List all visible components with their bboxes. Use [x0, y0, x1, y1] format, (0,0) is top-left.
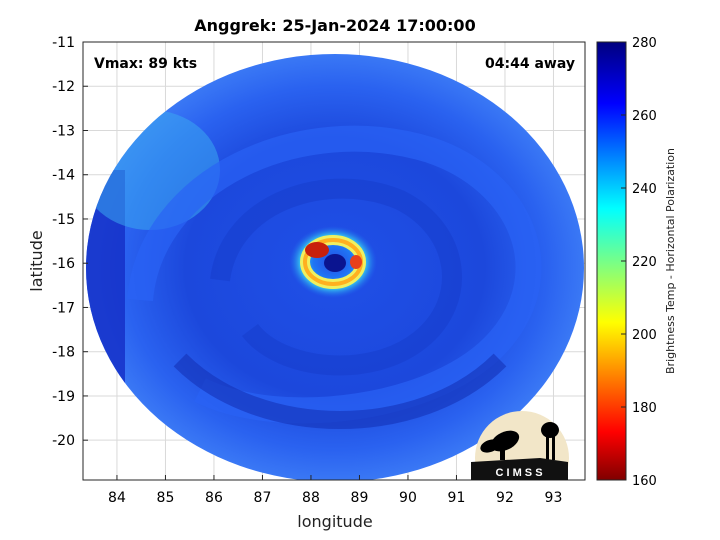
eyewall-hot-spot: [305, 242, 329, 258]
colorbar-ticks: 160 180 200 220 240 260 280: [621, 36, 657, 489]
logo-text: C I M S S: [495, 467, 542, 479]
x-tick-label: 90: [399, 490, 417, 506]
chart-title: Anggrek: 25-Jan-2024 17:00:00: [194, 16, 475, 35]
eyewall-hot-spot-east: [350, 255, 362, 269]
colorbar-tick-label: 260: [632, 109, 657, 124]
y-tick-label: -14: [52, 168, 75, 184]
colorbar: 160 180 200 220 240 260 280 Brightness Temp - …: [596, 36, 677, 489]
y-tick-label: -19: [52, 389, 75, 405]
x-axis-label: longitude: [297, 512, 372, 531]
x-tick-label: 87: [254, 490, 272, 506]
time-offset-annotation: 04:44 away: [485, 56, 575, 72]
vmax-annotation: Vmax: 89 kts: [94, 56, 197, 72]
logo-dish-icon: [480, 430, 520, 460]
storm-core: [289, 226, 377, 298]
colorbar-tick-label: 280: [632, 36, 657, 51]
x-tick-label: 84: [108, 490, 126, 506]
y-tick-label: -12: [52, 79, 75, 95]
x-tick-label: 85: [157, 490, 175, 506]
eye: [324, 254, 346, 272]
y-tick-label: -18: [52, 345, 75, 361]
y-tick-label: -17: [52, 300, 75, 316]
x-tick-label: 93: [545, 490, 563, 506]
x-tick-label: 89: [351, 490, 369, 506]
colorbar-tick-label: 220: [632, 255, 657, 270]
y-tick-label: -15: [52, 212, 75, 228]
x-tick-label: 92: [496, 490, 514, 506]
colorbar-tick-label: 160: [632, 474, 657, 489]
x-tick-label: 88: [302, 490, 320, 506]
microwave-swath: [86, 54, 584, 480]
axes-frame: [82, 41, 586, 481]
x-tick-label: 91: [448, 490, 466, 506]
x-axis: 84 85 86 87 88 89 90 91 92 93: [108, 475, 562, 506]
logo-tower-icon: [541, 422, 559, 460]
colorbar-label: Brightness Temp - Horizontal Polarizatio…: [664, 148, 677, 374]
y-tick-label: -11: [52, 35, 75, 51]
rainband-outer: [127, 125, 542, 424]
colorbar-tick-label: 180: [632, 401, 657, 416]
x-tick-label: 86: [205, 490, 223, 506]
y-tick-label: -20: [52, 433, 75, 449]
y-tick-label: -16: [52, 256, 75, 272]
y-tick-label: -13: [52, 123, 75, 139]
colorbar-tick-label: 240: [632, 182, 657, 197]
y-axis: -11 -12 -13 -14 -15 -16 -17 -18 -19 -20: [52, 35, 88, 449]
logo-building: [471, 458, 568, 480]
cimss-logo: C I M S S: [471, 411, 569, 480]
colorbar-tick-label: 200: [632, 328, 657, 343]
rainband-dark: [173, 353, 507, 429]
rainband-inner: [210, 178, 462, 376]
y-axis-label: latitude: [27, 230, 46, 291]
